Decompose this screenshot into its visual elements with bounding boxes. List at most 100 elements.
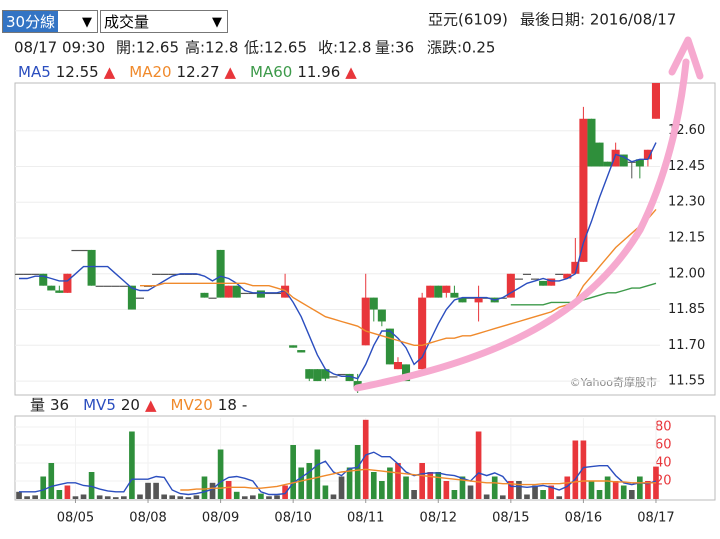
quote-item: 漲跌:0.25 xyxy=(427,39,495,57)
volume-bar xyxy=(379,481,385,499)
candle-body xyxy=(87,249,96,286)
volume-bar xyxy=(532,485,538,499)
x-tick-label: 08/10 xyxy=(274,511,311,526)
volume-bar xyxy=(32,495,38,499)
candle-body xyxy=(289,345,298,348)
candle-body xyxy=(31,273,40,275)
volume-bar xyxy=(564,476,571,499)
volume-bar xyxy=(637,476,643,499)
volume-bar xyxy=(266,496,272,499)
legend-trend: - xyxy=(242,396,247,414)
volume-bar xyxy=(250,495,256,499)
quote-item: 低:12.65 xyxy=(244,39,307,57)
volume-panel xyxy=(14,415,716,501)
candle-body xyxy=(313,369,322,382)
indicator-value: 成交量 xyxy=(104,13,150,31)
candle-body xyxy=(595,142,604,167)
candle-body xyxy=(305,369,314,379)
legend-value: 20 xyxy=(121,396,140,414)
volume-bar xyxy=(161,494,167,499)
y-tick-label: 40 xyxy=(655,456,672,471)
volume-bar xyxy=(338,476,345,499)
y-tick-label: 11.70 xyxy=(668,338,705,353)
volume-bar xyxy=(330,494,337,499)
candle-body xyxy=(393,362,402,370)
volume-bar xyxy=(395,463,401,499)
candle-body xyxy=(337,373,346,376)
volume-bar xyxy=(354,445,361,499)
candle-body xyxy=(458,297,467,303)
volume-bar xyxy=(241,496,248,499)
volume-bar xyxy=(411,490,417,499)
candle-body xyxy=(127,285,136,310)
candle-body xyxy=(23,273,32,275)
volume-bar xyxy=(137,494,143,499)
candle-body xyxy=(426,285,435,298)
volume-bar xyxy=(72,496,79,499)
volume-bar xyxy=(548,485,554,499)
legend: MA5 12.55 ▲ MA20 12.27 ▲ MA60 11.96 ▲ xyxy=(18,63,357,81)
volume-bar xyxy=(282,485,288,499)
quote-item: 08/17 09:30 xyxy=(14,39,105,57)
volume-bar xyxy=(362,419,369,499)
y-tick-label: 12.45 xyxy=(668,159,705,174)
candle-body xyxy=(555,273,564,275)
candle-body xyxy=(377,309,386,322)
x-tick-label: 08/15 xyxy=(492,511,529,526)
volume-bar xyxy=(306,463,313,499)
volume-bar xyxy=(467,485,474,499)
quote-item: 高:12.8 xyxy=(185,39,238,57)
ma-line xyxy=(180,468,656,491)
volume-bar xyxy=(104,496,111,499)
candle-body xyxy=(579,118,588,262)
volume-bar xyxy=(604,476,611,499)
x-tick-label: 08/05 xyxy=(57,511,94,526)
volume-bar xyxy=(427,472,434,499)
candle-body xyxy=(369,297,378,310)
volume-bar xyxy=(177,496,184,499)
volume-bar xyxy=(387,467,393,499)
volume-bar xyxy=(193,495,200,499)
volume-bar xyxy=(112,497,119,499)
volume-bar xyxy=(298,467,305,499)
volume-bar xyxy=(153,482,159,499)
candle-body xyxy=(651,83,660,119)
indicator-select[interactable]: 成交量 ▼ xyxy=(100,10,228,33)
volume-bar xyxy=(370,472,377,499)
legend-value: 12.27 xyxy=(177,63,220,81)
y-tick-label: 80 xyxy=(655,420,672,435)
candle-body xyxy=(79,249,88,252)
volume-bar xyxy=(645,481,651,499)
volume-bar xyxy=(40,476,47,499)
volume-bar xyxy=(451,490,458,499)
candle-body xyxy=(329,376,338,378)
period-select[interactable]: 30分線 ▼ xyxy=(2,10,98,33)
candle-body xyxy=(345,373,354,382)
volume-bar xyxy=(56,490,63,499)
volume-bar xyxy=(580,440,587,499)
volume-bar xyxy=(572,440,579,499)
candle-body xyxy=(15,273,24,275)
volume-bar xyxy=(258,493,264,499)
price-panel xyxy=(14,82,716,396)
period-value: 30分線 xyxy=(3,11,59,32)
candle-body xyxy=(361,297,370,346)
candle-body xyxy=(547,278,556,286)
volume-bar xyxy=(499,495,506,499)
y-tick-label: 11.55 xyxy=(668,374,705,389)
last-date: 最後日期: 2016/08/17 xyxy=(520,11,676,29)
volume-bar xyxy=(459,476,466,499)
volume-bar xyxy=(88,472,95,499)
volume-bar xyxy=(516,481,522,499)
y-tick-label: 11.85 xyxy=(668,302,705,317)
volume-bar xyxy=(540,490,546,499)
volume-bar xyxy=(346,467,353,499)
candle-body xyxy=(168,273,177,275)
volume-bar xyxy=(475,431,482,499)
candle-body xyxy=(71,249,80,252)
quote-item: 收:12.8 xyxy=(318,39,371,57)
candle-body xyxy=(385,328,394,365)
candle-body xyxy=(135,297,144,299)
